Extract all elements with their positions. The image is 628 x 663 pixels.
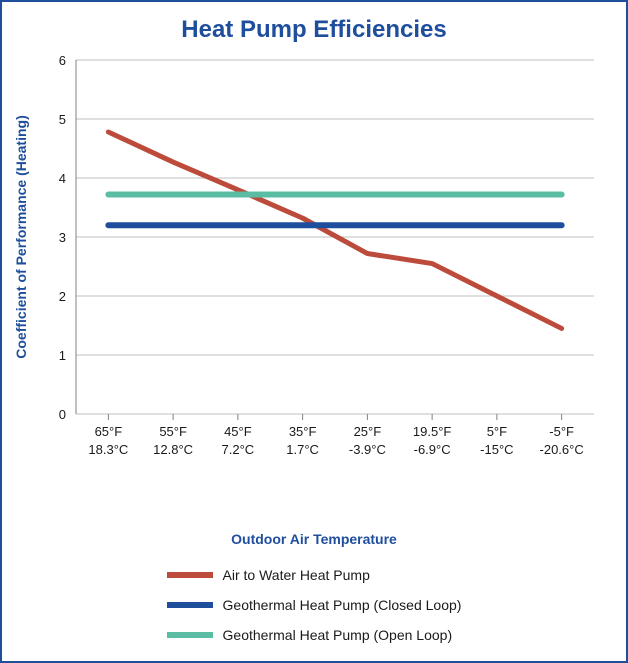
x-tick-label-c: 1.7°C bbox=[286, 442, 319, 457]
x-tick-label-c: 18.3°C bbox=[88, 442, 128, 457]
y-tick-label: 0 bbox=[59, 407, 66, 422]
y-axis-title: Coefficient of Performance (Heating) bbox=[13, 115, 29, 358]
legend-label: Air to Water Heat Pump bbox=[223, 567, 370, 583]
y-tick-label: 1 bbox=[59, 348, 66, 363]
chart-frame: Heat Pump Efficiencies 0 1 2 3 4 5 6 65°F 18.3°C… bbox=[0, 0, 628, 663]
legend-swatch bbox=[167, 602, 213, 608]
legend-item: Air to Water Heat Pump bbox=[167, 567, 462, 583]
x-tick-label-c: -20.6°C bbox=[540, 442, 584, 457]
x-tick-label-f: 19.5°F bbox=[413, 424, 452, 439]
x-tick-label-f: 5°F bbox=[487, 424, 507, 439]
x-tick-label-c: -3.9°C bbox=[349, 442, 386, 457]
legend-label: Geothermal Heat Pump (Closed Loop) bbox=[223, 597, 462, 613]
chart-title: Heat Pump Efficiencies bbox=[181, 16, 446, 44]
x-tick-label-f: 35°F bbox=[289, 424, 317, 439]
x-tick-label-f: 65°F bbox=[95, 424, 123, 439]
x-tick-label-f: 55°F bbox=[159, 424, 187, 439]
y-tick-label: 4 bbox=[59, 171, 66, 186]
series-line bbox=[108, 132, 561, 328]
y-tick-label: 3 bbox=[59, 230, 66, 245]
chart-svg: 0 1 2 3 4 5 6 65°F 18.3°C 55°F 12.8°C 45°F 7.2°C 35°F… bbox=[2, 50, 612, 470]
legend-item: Geothermal Heat Pump (Closed Loop) bbox=[167, 597, 462, 613]
x-tick-label-c: -15°C bbox=[480, 442, 513, 457]
y-tick-label: 6 bbox=[59, 53, 66, 68]
legend-label: Geothermal Heat Pump (Open Loop) bbox=[223, 627, 453, 643]
x-tick-label-c: -6.9°C bbox=[414, 442, 451, 457]
legend-swatch bbox=[167, 632, 213, 638]
legend-item: Geothermal Heat Pump (Open Loop) bbox=[167, 627, 462, 643]
x-tick-label-f: -5°F bbox=[549, 424, 574, 439]
x-tick-label-c: 12.8°C bbox=[153, 442, 193, 457]
y-tick-label: 5 bbox=[59, 112, 66, 127]
legend: Air to Water Heat Pump Geothermal Heat Pu… bbox=[167, 567, 462, 643]
x-axis-title: Outdoor Air Temperature bbox=[231, 531, 397, 547]
chart-area: 0 1 2 3 4 5 6 65°F 18.3°C 55°F 12.8°C 45°F 7.2°C 35°F… bbox=[2, 50, 626, 513]
x-tick-label-f: 25°F bbox=[354, 424, 382, 439]
legend-swatch bbox=[167, 572, 213, 578]
x-tick-label-f: 45°F bbox=[224, 424, 252, 439]
y-tick-label: 2 bbox=[59, 289, 66, 304]
x-tick-label-c: 7.2°C bbox=[222, 442, 255, 457]
